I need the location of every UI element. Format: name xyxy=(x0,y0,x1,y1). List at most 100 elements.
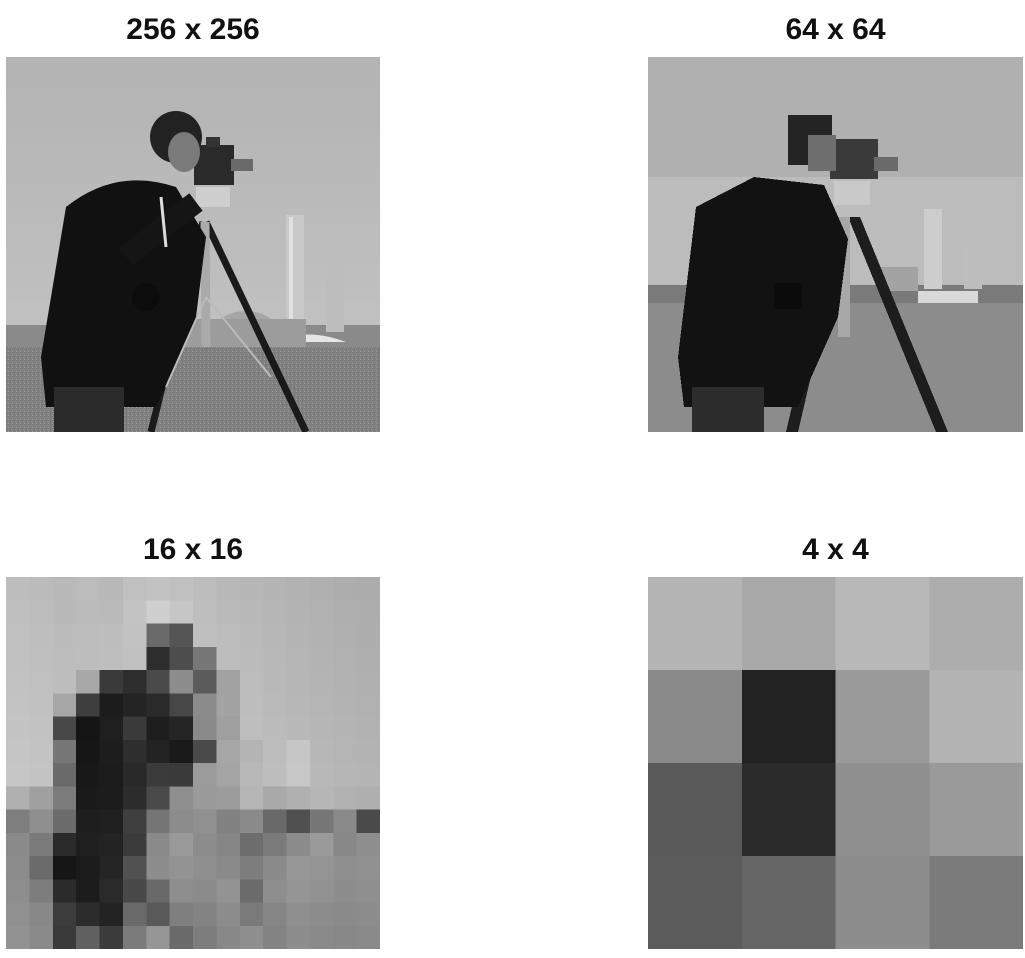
pixel-block-16 xyxy=(356,600,380,624)
pixel-block-16 xyxy=(216,832,241,857)
pixel-block-16 xyxy=(216,670,241,694)
pixel-block-16 xyxy=(286,670,311,694)
pixel-block-4 xyxy=(835,763,932,858)
pixel-block-16 xyxy=(146,809,171,834)
pixel-block-16 xyxy=(263,902,287,927)
pixel-block-16 xyxy=(99,879,124,903)
pixel-block-16 xyxy=(122,716,147,741)
pixel-block-16 xyxy=(239,693,264,717)
pixel-block-16 xyxy=(76,670,100,694)
pixel-block-16 xyxy=(76,925,100,949)
pixel-block-16 xyxy=(122,879,147,903)
cameraman-image-4 xyxy=(648,577,1023,949)
pixel-block-16 xyxy=(52,832,77,857)
pixel-block-16 xyxy=(286,623,311,648)
pixel-block-16 xyxy=(169,623,194,648)
pixel-block-16 xyxy=(6,925,30,949)
pixel-block-16 xyxy=(309,786,334,810)
pixel-block-4 xyxy=(741,577,838,672)
pixel-block-16 xyxy=(239,809,264,834)
pixel-block-16 xyxy=(286,786,311,810)
pixel-block-16 xyxy=(286,646,311,671)
pixel-block-16 xyxy=(169,902,194,927)
pixel-block-16 xyxy=(193,902,217,927)
pixel-block-16 xyxy=(216,856,241,880)
pixel-block-16 xyxy=(99,577,124,601)
panel-title: 256 x 256 xyxy=(126,13,260,46)
pixel-block-16 xyxy=(6,623,30,648)
pixel-block-16 xyxy=(6,879,30,903)
pixel-block-16 xyxy=(356,879,380,903)
pixel-block-16 xyxy=(99,832,124,857)
pixel-block-16 xyxy=(286,600,311,624)
pixel-block-16 xyxy=(216,925,241,949)
pixel-block-16 xyxy=(76,693,100,717)
pixel-block-16 xyxy=(216,879,241,903)
pixel-block-16 xyxy=(76,856,100,880)
pixel-block-16 xyxy=(122,670,147,694)
panel-64: 64 x 64 xyxy=(648,12,1023,432)
pixel-block-16 xyxy=(239,716,264,741)
pixel-block-16 xyxy=(356,577,380,601)
pixel-block-16 xyxy=(309,716,334,741)
pixel-block-4 xyxy=(741,856,838,949)
pixel-block-16 xyxy=(263,670,287,694)
pixel-block-16 xyxy=(122,600,147,624)
pixel-block-16 xyxy=(29,623,54,648)
pixel-block-16 xyxy=(263,646,287,671)
pixel-block-16 xyxy=(286,716,311,741)
pixel-block-16 xyxy=(99,809,124,834)
pixel-block-16 xyxy=(99,786,124,810)
pixel-block-16 xyxy=(309,623,334,648)
pixel-block-16 xyxy=(122,902,147,927)
pixel-block-16 xyxy=(146,693,171,717)
pixel-block-16 xyxy=(6,693,30,717)
pixel-block-4 xyxy=(648,577,744,672)
pixel-block-16 xyxy=(29,577,54,601)
pixel-block-16 xyxy=(169,716,194,741)
pixel-block-16 xyxy=(216,902,241,927)
pixel-block-16 xyxy=(216,809,241,834)
cameraman-image-16 xyxy=(6,577,380,949)
pixel-block-4 xyxy=(835,856,932,949)
pixel-block-16 xyxy=(76,786,100,810)
pixel-block-16 xyxy=(99,623,124,648)
pixel-block-16 xyxy=(29,809,54,834)
pixel-block-16 xyxy=(146,925,171,949)
pixel-block-16 xyxy=(216,763,241,787)
pixel-block-16 xyxy=(309,646,334,671)
pixel-block-16 xyxy=(52,879,77,903)
pixel-block-16 xyxy=(216,646,241,671)
pixel-block-16 xyxy=(29,786,54,810)
pixel-block-16 xyxy=(52,693,77,717)
pixel-block-16 xyxy=(169,809,194,834)
pixel-block-16 xyxy=(6,577,30,601)
pixel-block-16 xyxy=(76,716,100,741)
pixel-block-16 xyxy=(52,856,77,880)
pixel-block-16 xyxy=(169,925,194,949)
pixel-block-16 xyxy=(169,786,194,810)
pixel-block-16 xyxy=(99,646,124,671)
pixel-block-16 xyxy=(356,739,380,764)
pixel-block-4 xyxy=(648,763,744,858)
pixel-block-16 xyxy=(29,763,54,787)
panel-title: 4 x 4 xyxy=(802,533,869,566)
pixel-block-16 xyxy=(122,577,147,601)
pixel-block-16 xyxy=(6,600,30,624)
pixel-block-16 xyxy=(76,763,100,787)
pixel-block-16 xyxy=(99,902,124,927)
pixel-block-16 xyxy=(52,902,77,927)
pixel-block-16 xyxy=(286,809,311,834)
pixel-block-4 xyxy=(741,763,838,858)
pixel-block-16 xyxy=(309,693,334,717)
pixel-block-16 xyxy=(122,763,147,787)
pixel-block-16 xyxy=(263,693,287,717)
pixel-block-16 xyxy=(193,739,217,764)
pixel-block-16 xyxy=(309,739,334,764)
pixel-block-16 xyxy=(216,716,241,741)
pixel-block-16 xyxy=(239,577,264,601)
panel-256: 256 x 256 xyxy=(6,12,380,432)
pixel-block-16 xyxy=(169,739,194,764)
pixel-block-16 xyxy=(52,786,77,810)
pixel-block-16 xyxy=(193,600,217,624)
